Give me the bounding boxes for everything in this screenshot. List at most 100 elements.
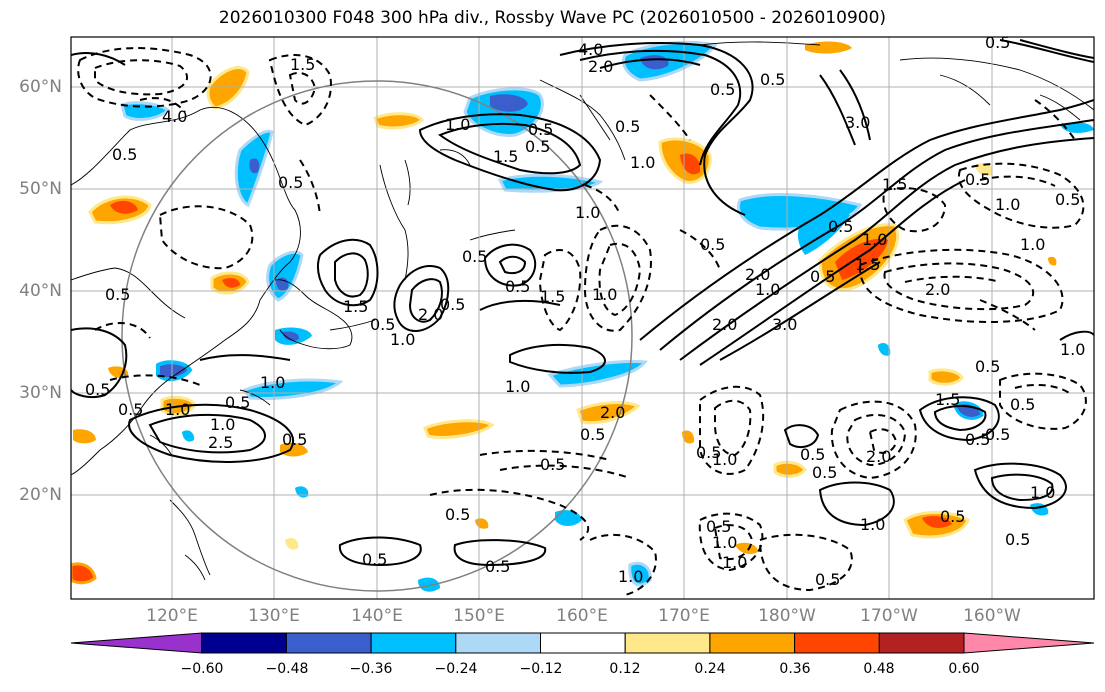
- contour-label: 0.5: [1010, 395, 1035, 414]
- contour-label: 0.5: [85, 380, 110, 399]
- lat-label-60n: 60°N: [19, 77, 62, 97]
- contour-label: 2.0: [712, 315, 737, 334]
- range-circle: [121, 80, 633, 592]
- div-neg-patch: [628, 561, 652, 587]
- contour-label: 1.5: [882, 175, 907, 194]
- colorbar-swatch: [70, 632, 203, 654]
- contour-label: 1.5: [935, 390, 960, 409]
- contour-label: 0.5: [1005, 530, 1030, 549]
- colorbar-swatch: [455, 632, 541, 654]
- div-pos-patch: [110, 200, 138, 214]
- contour-label: 2.0: [745, 265, 770, 284]
- contour-label: 2.0: [866, 447, 891, 466]
- div-neg-patch: [1060, 122, 1094, 133]
- colorbar-label: −0.24: [434, 661, 478, 677]
- div-pos-patch: [280, 442, 308, 457]
- contour-label: 0.5: [118, 400, 143, 419]
- div-neg-patch: [555, 510, 582, 526]
- contour-label: 2.5: [208, 433, 233, 452]
- contour-label: 0.5: [815, 570, 840, 589]
- colorbar-swatch: [285, 632, 372, 654]
- div-pos-patch: [206, 66, 250, 110]
- div-pos-patch: [373, 112, 425, 130]
- lon-label-170w: 170°W: [860, 606, 918, 626]
- contour-label: 1.0: [1020, 235, 1045, 254]
- contour-label: 4.0: [162, 107, 187, 126]
- contour-label: 1.0: [390, 330, 415, 349]
- contour-label: 1.0: [575, 203, 600, 222]
- lon-label-180w: 180°W: [758, 606, 816, 626]
- contour-label: 0.5: [615, 117, 640, 136]
- colorbar-label: 0.48: [863, 661, 895, 677]
- map-frame: [70, 36, 1095, 600]
- colorbar-label: 0.24: [694, 661, 726, 677]
- contour-label: 0.5: [812, 463, 837, 482]
- div-neg-patch: [156, 360, 193, 382]
- contour-label: 0.5: [975, 357, 1000, 376]
- lat-label-50n: 50°N: [19, 179, 62, 199]
- contour-label: 0.5: [760, 70, 785, 89]
- contour-label: 4.0: [578, 40, 603, 59]
- colorbar: [70, 632, 1095, 654]
- div-pos-patch: [222, 277, 240, 288]
- contour-label: 1.5: [855, 255, 880, 274]
- lon-label-160w: 160°W: [963, 606, 1021, 626]
- contour-label: 0.5: [282, 430, 307, 449]
- div-pos-patch: [71, 562, 97, 585]
- contour-label: 0.5: [965, 170, 990, 189]
- colorbar-swatch: [624, 632, 711, 654]
- contour-label: 1.0: [995, 195, 1020, 214]
- contour-label: 0.5: [940, 507, 965, 526]
- div-neg-patch: [497, 173, 604, 193]
- lon-label-160e: 160°E: [556, 606, 608, 626]
- contour-label: 0.5: [985, 425, 1010, 444]
- contour-label: 1.0: [505, 377, 530, 396]
- contour-label: 1.0: [445, 115, 470, 134]
- coastlines: [71, 41, 1094, 581]
- colorbar-label: −0.60: [180, 661, 224, 677]
- contour-label: 0.5: [1055, 190, 1080, 209]
- colorbar-swatch: [370, 632, 457, 654]
- contour-label: 1.0: [260, 373, 285, 392]
- contour-label: 0.5: [362, 550, 387, 569]
- colorbar-swatch: [201, 632, 287, 654]
- div-pos-patch: [682, 430, 695, 444]
- contour-label: 1.0: [860, 515, 885, 534]
- contour-label: 1.0: [630, 153, 655, 172]
- div-pos-patch: [975, 163, 993, 177]
- contour-label: 1.0: [592, 285, 617, 304]
- colorbar-label: −0.12: [519, 661, 563, 677]
- div-pos-patch: [576, 401, 641, 425]
- div-pos-patch: [73, 429, 96, 444]
- contour-label: 1.0: [210, 415, 235, 434]
- colorbar-label: 0.12: [609, 661, 641, 677]
- contour-label: 1.5: [540, 287, 565, 306]
- contour-label: 1.5: [290, 55, 315, 74]
- lon-label-120e: 120°E: [146, 606, 198, 626]
- contour-labels: 4.0 1.5 0.5 0.5 1.0 1.0 0.5 1.5 0.5 4.0 …: [85, 37, 1085, 589]
- colorbar-swatch: [794, 632, 880, 654]
- map-title: 2026010300 F048 300 hPa div., Rossby Wav…: [218, 8, 887, 28]
- lat-label-20n: 20°N: [19, 485, 62, 505]
- contour-label: 0.5: [505, 277, 530, 296]
- contour-label: 3.0: [772, 315, 797, 334]
- contour-label: 0.5: [540, 455, 565, 474]
- colorbar-label: −0.48: [265, 661, 309, 677]
- contour-label: 0.5: [105, 285, 130, 304]
- contour-label: 1.0: [618, 567, 643, 586]
- colorbar-swatch: [709, 632, 796, 654]
- colorbar-swatch: [540, 632, 626, 654]
- contour-label: 2.0: [600, 403, 625, 422]
- div-neg-patch: [249, 158, 260, 174]
- contour-label: 1.0: [165, 400, 190, 419]
- contour-label: 0.5: [965, 430, 990, 449]
- div-neg-patch: [182, 430, 195, 442]
- contour-label: 1.0: [755, 280, 780, 299]
- contour-label: 0.5: [440, 295, 465, 314]
- div-pos-patch: [1048, 256, 1057, 266]
- div-pos-patch: [680, 153, 701, 175]
- contour-label: 1.0: [722, 553, 747, 572]
- contour-label: 0.5: [525, 137, 550, 156]
- contour-label: 0.5: [485, 557, 510, 576]
- contour-label: 0.5: [696, 443, 721, 462]
